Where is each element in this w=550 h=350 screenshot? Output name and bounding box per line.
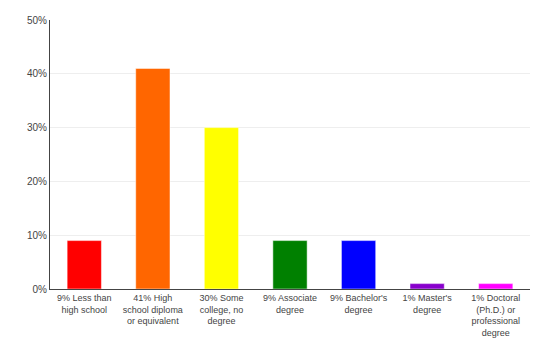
svg-text:41% Highschool diplomaor equiv: 41% Highschool diplomaor equivalent bbox=[123, 293, 183, 326]
svg-text:30% Somecollege, nodegree: 30% Somecollege, nodegree bbox=[199, 293, 243, 326]
svg-text:10%: 10% bbox=[27, 230, 47, 241]
svg-text:9% Less thanhigh school: 9% Less thanhigh school bbox=[57, 293, 112, 315]
svg-text:50%: 50% bbox=[27, 15, 47, 26]
svg-text:1% Doctoral(Ph.D.) orprofessio: 1% Doctoral(Ph.D.) orprofessionaldegree bbox=[471, 293, 520, 338]
svg-text:9% Bachelor'sdegree: 9% Bachelor'sdegree bbox=[330, 293, 388, 315]
svg-text:40%: 40% bbox=[27, 68, 47, 79]
svg-text:30%: 30% bbox=[27, 122, 47, 133]
svg-text:1% Master'sdegree: 1% Master'sdegree bbox=[403, 293, 453, 315]
svg-text:9% Associatedegree: 9% Associatedegree bbox=[263, 293, 317, 315]
svg-text:0%: 0% bbox=[33, 284, 48, 295]
svg-text:20%: 20% bbox=[27, 176, 47, 187]
